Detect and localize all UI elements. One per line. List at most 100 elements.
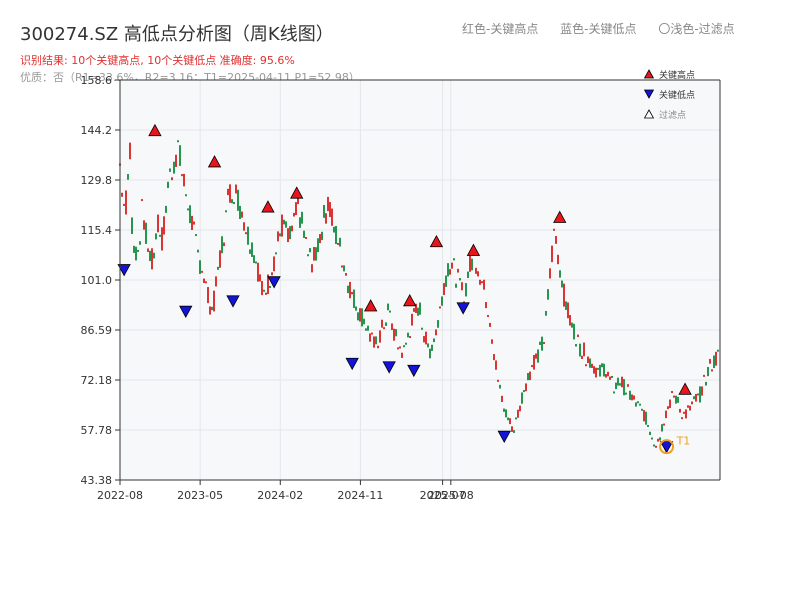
candle — [617, 377, 619, 386]
candle — [187, 208, 189, 211]
candle — [437, 320, 439, 328]
candle — [223, 242, 225, 247]
candle — [635, 402, 637, 407]
candle — [341, 265, 343, 268]
candle — [285, 221, 287, 228]
candle — [245, 232, 247, 235]
candle — [235, 184, 237, 194]
marker-legend: 关键高点 关键低点 过滤点 — [644, 64, 695, 124]
candle — [527, 373, 529, 381]
candle — [387, 303, 389, 311]
candle — [517, 409, 519, 418]
key-high-marker — [429, 234, 444, 248]
candle — [665, 410, 667, 419]
key-low-marker — [226, 295, 240, 308]
candle — [615, 382, 617, 390]
candle — [699, 386, 701, 403]
candle — [329, 202, 331, 218]
candle — [711, 369, 713, 372]
candle — [125, 190, 127, 215]
candle — [193, 221, 195, 225]
candle — [445, 275, 447, 287]
key-high-marker — [148, 123, 162, 137]
candle — [499, 384, 501, 389]
y-tick-label: 43.38 — [81, 474, 113, 487]
candle — [545, 310, 547, 316]
candle — [169, 168, 171, 172]
candle — [153, 252, 155, 259]
candle — [261, 281, 263, 296]
candle — [661, 424, 663, 432]
candle — [637, 401, 639, 404]
candle — [657, 438, 659, 442]
candle — [291, 225, 293, 232]
candle — [155, 233, 157, 240]
candle — [309, 248, 311, 253]
key-high-marker — [290, 186, 304, 199]
candle — [533, 355, 535, 370]
candle — [197, 249, 199, 253]
candle — [121, 192, 123, 197]
candle — [307, 254, 309, 257]
key-low-marker — [407, 364, 421, 378]
candle — [339, 237, 341, 247]
top-legend-blue: 蓝色-关键低点 — [560, 22, 637, 36]
key-high-marker — [466, 243, 481, 256]
y-tick-label: 115.4 — [81, 224, 113, 237]
candle — [279, 233, 281, 237]
candle — [679, 408, 681, 413]
candle — [655, 445, 657, 448]
candle — [327, 196, 329, 212]
candle — [353, 289, 355, 308]
candle — [259, 274, 261, 282]
candle — [421, 327, 423, 330]
candle — [297, 198, 299, 205]
candle — [643, 410, 645, 422]
candle — [207, 287, 209, 304]
candle — [407, 332, 409, 338]
candle — [557, 254, 559, 265]
candle — [489, 322, 491, 327]
candle — [369, 333, 371, 342]
candle — [403, 345, 405, 348]
candle — [537, 349, 539, 363]
candle — [543, 342, 545, 345]
chart-title: 300274.SZ 高低点分析图（周K线图） — [20, 24, 334, 45]
key-low-marker — [456, 302, 470, 315]
candle — [603, 363, 605, 377]
candle — [159, 234, 161, 237]
candle — [247, 226, 249, 245]
candle — [417, 307, 419, 316]
candle — [201, 270, 203, 273]
candle — [133, 245, 135, 253]
candle — [589, 358, 591, 368]
candle — [241, 211, 243, 218]
candle — [347, 285, 349, 294]
candle — [465, 283, 467, 297]
candle — [337, 242, 339, 245]
candle — [389, 310, 391, 313]
candle — [647, 424, 649, 427]
candle — [641, 408, 643, 411]
candle — [163, 216, 165, 235]
candle — [319, 234, 321, 244]
candle — [511, 426, 513, 432]
candle — [515, 417, 517, 420]
candle — [633, 395, 635, 400]
candle — [343, 265, 345, 272]
candle — [689, 405, 691, 411]
red-up-triangle-icon — [644, 69, 654, 79]
candle — [177, 140, 179, 143]
candle — [395, 329, 397, 337]
candle — [485, 302, 487, 309]
candle — [587, 356, 589, 364]
candle — [363, 318, 365, 325]
y-tick-label: 57.78 — [81, 424, 113, 437]
key-low-marker — [382, 361, 396, 374]
candle — [553, 228, 555, 231]
candle — [629, 390, 631, 400]
candle — [303, 230, 305, 238]
candle — [195, 234, 197, 237]
candle — [435, 329, 437, 336]
candle — [443, 283, 445, 295]
